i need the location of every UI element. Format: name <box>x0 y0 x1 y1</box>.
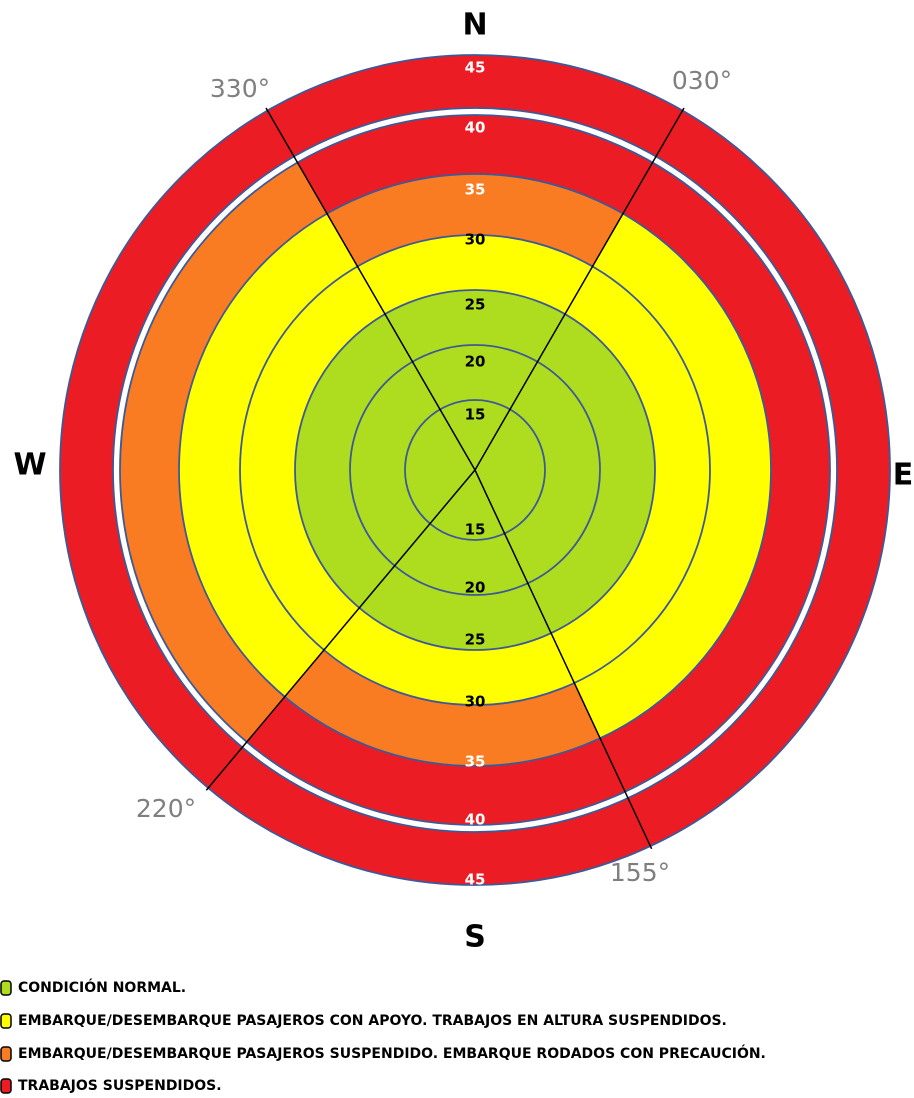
legend-label: CONDICIÓN NORMAL. <box>18 978 186 996</box>
labels: N E S W 330° 030° 220° 155° 45 40 35 30 25 20… <box>13 8 913 955</box>
zone <box>323 607 575 705</box>
zone <box>295 314 413 608</box>
ring-label: 35 <box>465 181 486 199</box>
bearing-line <box>474 107 685 471</box>
ring-label: 20 <box>465 353 486 371</box>
ring-outline <box>294 289 656 651</box>
legend-label: TRABAJOS SUSPENDIDOS. <box>18 1078 222 1094</box>
zone <box>527 314 656 634</box>
legend: CONDICIÓN NORMAL. EMBARQUE/DESEMBARQUE PA… <box>0 978 766 1094</box>
ring-label: 15 <box>465 406 486 424</box>
zone <box>600 162 830 792</box>
ring-outline <box>404 399 546 541</box>
compass-east: E <box>893 458 914 493</box>
zone <box>297 114 653 214</box>
bearing-line <box>474 469 653 850</box>
bearing-line <box>265 107 476 471</box>
ring-label: 30 <box>465 693 486 711</box>
zone <box>574 213 771 739</box>
ring-label: 25 <box>465 631 486 649</box>
zone <box>405 409 475 524</box>
ring-outline <box>178 173 772 767</box>
zone <box>239 266 385 651</box>
zone <box>551 266 710 683</box>
ring-label: 35 <box>465 753 486 771</box>
zone <box>267 54 683 157</box>
zone <box>179 213 358 697</box>
ring-outline <box>59 54 891 886</box>
zone <box>357 235 593 315</box>
bearing-label: 330° <box>210 74 270 103</box>
zone <box>60 110 294 788</box>
zone <box>627 110 890 847</box>
compass-south: S <box>464 920 486 955</box>
legend-swatch <box>0 1013 12 1029</box>
ring-outline <box>119 114 831 826</box>
bearing-label: 155° <box>610 858 670 887</box>
zones <box>60 54 890 885</box>
ring-outline <box>112 107 838 833</box>
ring-label: 45 <box>465 59 486 77</box>
ring-outline <box>349 344 601 596</box>
zone <box>246 696 626 825</box>
compass-west: W <box>13 448 46 483</box>
zone <box>120 162 328 742</box>
bearing-lines <box>205 107 685 850</box>
ring-label: 40 <box>465 119 486 137</box>
zone <box>284 650 601 766</box>
legend-swatch <box>0 1046 12 1062</box>
ring-outlines <box>59 54 891 886</box>
bearing-label: 220° <box>136 794 196 823</box>
zone <box>412 345 538 410</box>
legend-swatch <box>0 1078 12 1094</box>
zone <box>394 523 528 595</box>
ring-outline <box>239 234 711 706</box>
zone <box>349 361 440 566</box>
compass-north: N <box>462 8 487 43</box>
ring-label: 25 <box>465 296 486 314</box>
bearing-line <box>205 469 476 791</box>
ring-label: 40 <box>465 811 486 829</box>
bearing-label: 030° <box>672 66 732 95</box>
zone <box>440 400 510 470</box>
zone <box>504 361 600 584</box>
ring-label: 45 <box>465 871 486 889</box>
zone <box>385 290 565 362</box>
legend-label: EMBARQUE/DESEMBARQUE PASAJEROS SUSPENDID… <box>18 1044 766 1062</box>
ring-label: 30 <box>465 231 486 249</box>
zone <box>327 174 623 267</box>
ring-label: 15 <box>465 521 486 539</box>
zone <box>359 565 552 650</box>
zone <box>208 747 651 885</box>
legend-label: EMBARQUE/DESEMBARQUE PASAJEROS CON APOYO… <box>18 1013 727 1029</box>
legend-swatch <box>0 980 12 996</box>
ring-label: 20 <box>465 579 486 597</box>
zone <box>430 470 505 540</box>
